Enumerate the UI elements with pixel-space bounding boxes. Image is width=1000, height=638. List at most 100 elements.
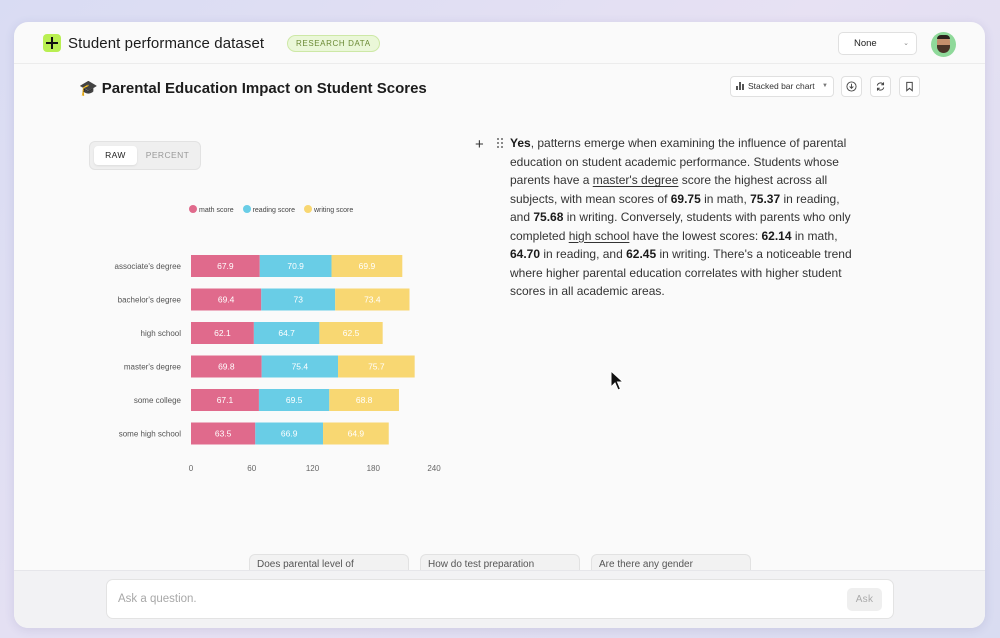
drag-handle-icon[interactable] <box>497 138 504 149</box>
answer-segment: in writing. There's a noticeable trend w… <box>510 247 852 298</box>
legend-swatch <box>303 205 312 213</box>
bar-value-label: 69.4 <box>218 295 235 305</box>
avatar-beard <box>937 45 950 53</box>
legend-swatch <box>189 205 197 213</box>
bar-value-label: 67.9 <box>217 261 234 271</box>
refresh-button[interactable] <box>870 76 891 97</box>
answer-segment: Yes <box>510 136 531 150</box>
bar-segment <box>319 322 383 344</box>
bar-value-label: 75.7 <box>368 362 385 372</box>
bar-segment <box>261 288 336 311</box>
stacked-bar-chart: associate's degree 67.9 70.9 69.9 bachelor's… <box>115 255 441 473</box>
answer-segment: 62.45 <box>626 247 657 261</box>
bar-value-label: 62.1 <box>214 328 231 338</box>
bar-value-label: 73.4 <box>364 295 381 305</box>
research-data-badge: RESEARCH DATA <box>287 35 380 52</box>
answer-link: master's degree <box>592 173 679 187</box>
bar-segment <box>258 389 330 411</box>
mouse-cursor-icon <box>610 370 624 391</box>
answer-segment: , patterns emerge when examining the inf… <box>510 136 847 187</box>
legend-item-writing: writing score <box>303 205 354 214</box>
chart-legend: math score reading score writing score <box>189 205 360 214</box>
bar-value-label: 62.5 <box>343 328 360 338</box>
legend-swatch <box>242 205 251 213</box>
bar-value-label: 66.9 <box>281 429 298 439</box>
answer-segment: 75.68 <box>533 210 564 224</box>
bar-segment <box>329 389 399 411</box>
category-label: high school <box>141 329 182 338</box>
toggle-raw[interactable]: RAW <box>94 146 137 165</box>
category-label: bachelor's degree <box>118 296 182 305</box>
bar-value-label: 69.8 <box>218 362 235 372</box>
answer-segment: in reading, and <box>510 191 840 225</box>
answer-segment: in writing. Conversely, students with pa… <box>510 210 851 243</box>
bar-segment <box>253 322 320 344</box>
category-label: master's degree <box>124 363 182 372</box>
legend-item-math: math score <box>189 205 234 214</box>
chart-type-label: Stacked bar chart <box>748 81 815 91</box>
bar-segment <box>191 322 254 344</box>
bar-value-label: 64.7 <box>278 328 295 338</box>
bar-segment <box>191 422 256 445</box>
answer-segment: in math, <box>700 191 751 206</box>
question-input[interactable] <box>118 589 718 609</box>
page-title-text: Parental Education Impact on Student Sco… <box>101 80 427 97</box>
refresh-icon <box>876 82 885 91</box>
bar-value-label: 70.9 <box>287 261 304 271</box>
user-avatar[interactable] <box>931 32 956 57</box>
bar-value-label: 75.4 <box>292 362 309 372</box>
x-tick-label: 120 <box>306 464 320 473</box>
bar-value-label: 69.9 <box>359 261 376 271</box>
bar-segment <box>259 255 332 277</box>
category-label: some high school <box>119 430 181 439</box>
bar-segment <box>323 422 389 445</box>
top-bar: Student performance dataset RESEARCH DAT… <box>14 22 985 64</box>
legend-label: writing score <box>313 207 354 214</box>
x-tick-label: 240 <box>427 464 441 473</box>
bar-segment <box>338 355 415 378</box>
bookmark-button[interactable] <box>899 76 920 97</box>
chevron-down-icon: ▼ <box>822 83 828 89</box>
plus-icon[interactable]: + <box>475 136 484 153</box>
answer-segment: 64.70 <box>510 247 541 261</box>
bar-segment <box>255 422 324 445</box>
answer-segment: in math, <box>791 228 838 243</box>
download-icon <box>846 81 857 92</box>
chevron-down-icon: ⌄ <box>903 40 909 47</box>
ask-button[interactable]: Ask <box>847 588 882 611</box>
page-title: 🎓 Parental Education Impact on Student Sc… <box>79 79 427 97</box>
bar-segment <box>331 255 403 277</box>
download-button[interactable] <box>841 76 862 97</box>
x-tick-label: 0 <box>189 464 194 473</box>
category-label: some college <box>134 396 182 405</box>
dataset-select[interactable]: None ⌄ <box>838 32 917 55</box>
toggle-percent[interactable]: PERCENT <box>145 150 190 160</box>
bar-segment <box>335 288 410 311</box>
bar-segment <box>191 288 262 311</box>
answer-link: high school <box>568 228 630 243</box>
bar-value-label: 68.8 <box>356 395 373 405</box>
dataset-select-value: None <box>854 38 877 49</box>
app-window: Student performance dataset RESEARCH DAT… <box>14 22 985 628</box>
bar-value-label: 69.5 <box>286 395 303 405</box>
answer-segment: score the highest across all subjects, w… <box>510 173 828 206</box>
bar-value-label: 73 <box>293 295 303 305</box>
raw-percent-toggle: RAW PERCENT <box>89 141 201 170</box>
avatar-hair <box>937 35 950 39</box>
answer-segment: 69.75 <box>670 191 701 206</box>
app-title: Student performance dataset <box>68 35 265 52</box>
bar-value-label: 64.9 <box>348 429 365 439</box>
answer-segment: 75.37 <box>750 191 781 206</box>
answer-segment: 62.14 <box>761 228 792 243</box>
ask-box: Ask <box>106 579 894 619</box>
bar-segment <box>191 255 260 277</box>
answer-segment: have the lowest scores: <box>629 228 762 243</box>
app-logo-icon <box>43 34 61 52</box>
legend-label: reading score <box>252 207 295 214</box>
bookmark-icon <box>906 81 913 92</box>
chart-type-select[interactable]: Stacked bar chart ▼ <box>730 76 834 97</box>
legend-label: math score <box>199 207 234 214</box>
bar-segment <box>191 389 259 411</box>
answer-segment: in reading, and <box>540 247 627 261</box>
answer-text: Yes, patterns emerge when examining the … <box>510 134 860 301</box>
